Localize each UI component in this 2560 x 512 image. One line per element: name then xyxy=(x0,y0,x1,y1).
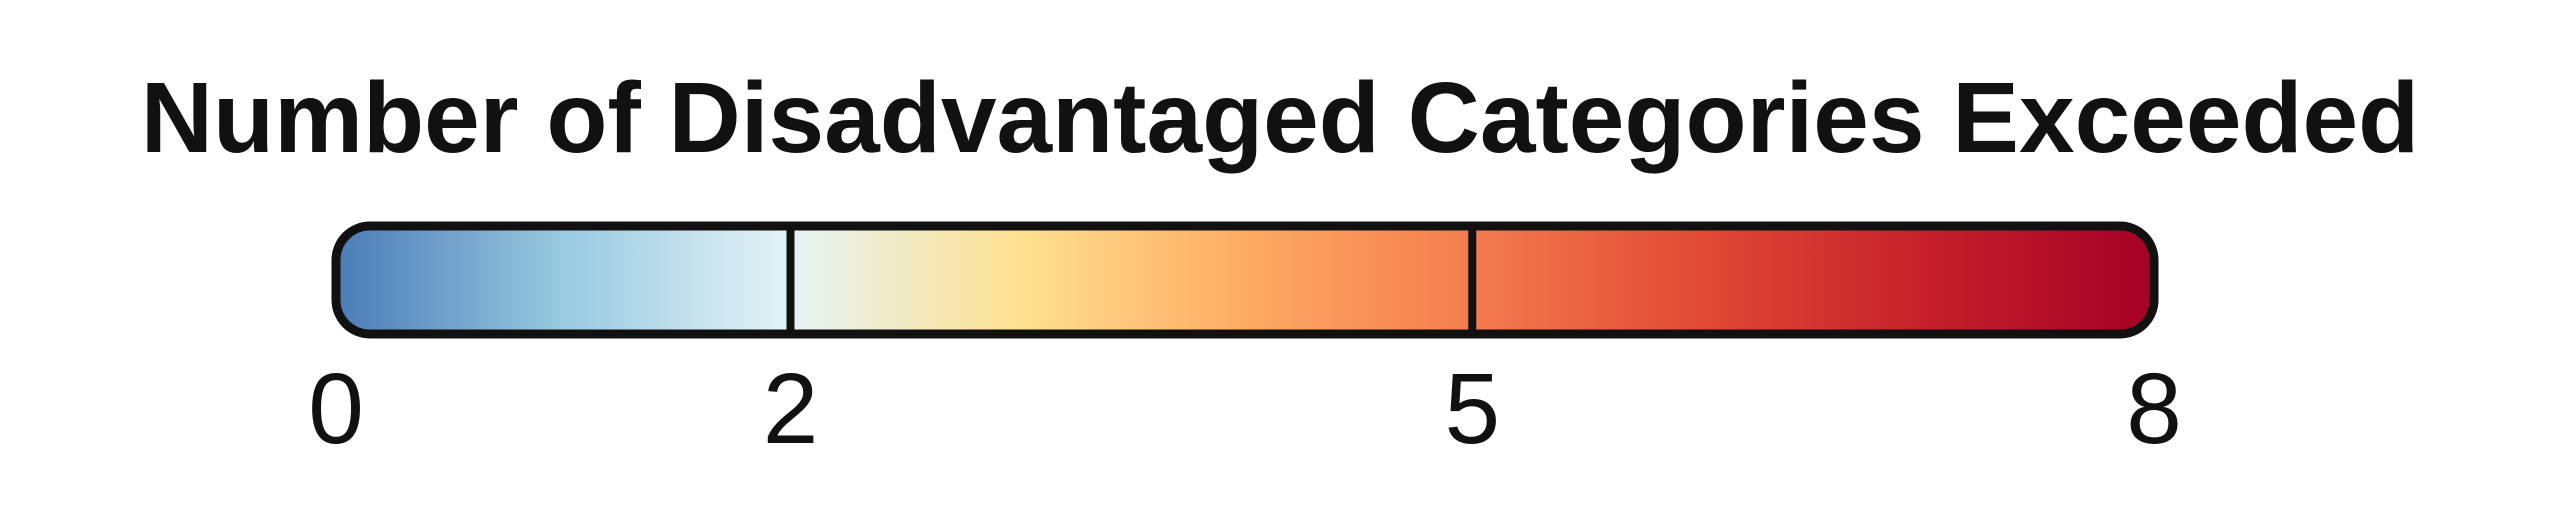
tick-label-2: 2 xyxy=(763,353,819,465)
tick-label-8: 8 xyxy=(2126,353,2182,465)
colorbar-border xyxy=(331,221,2159,339)
tick-label-5: 5 xyxy=(1444,353,1500,465)
colorbar-gradient xyxy=(336,226,2154,334)
tick-label-0: 0 xyxy=(308,353,364,465)
legend-title: Number of Disadvantaged Categories Excee… xyxy=(140,62,2420,174)
